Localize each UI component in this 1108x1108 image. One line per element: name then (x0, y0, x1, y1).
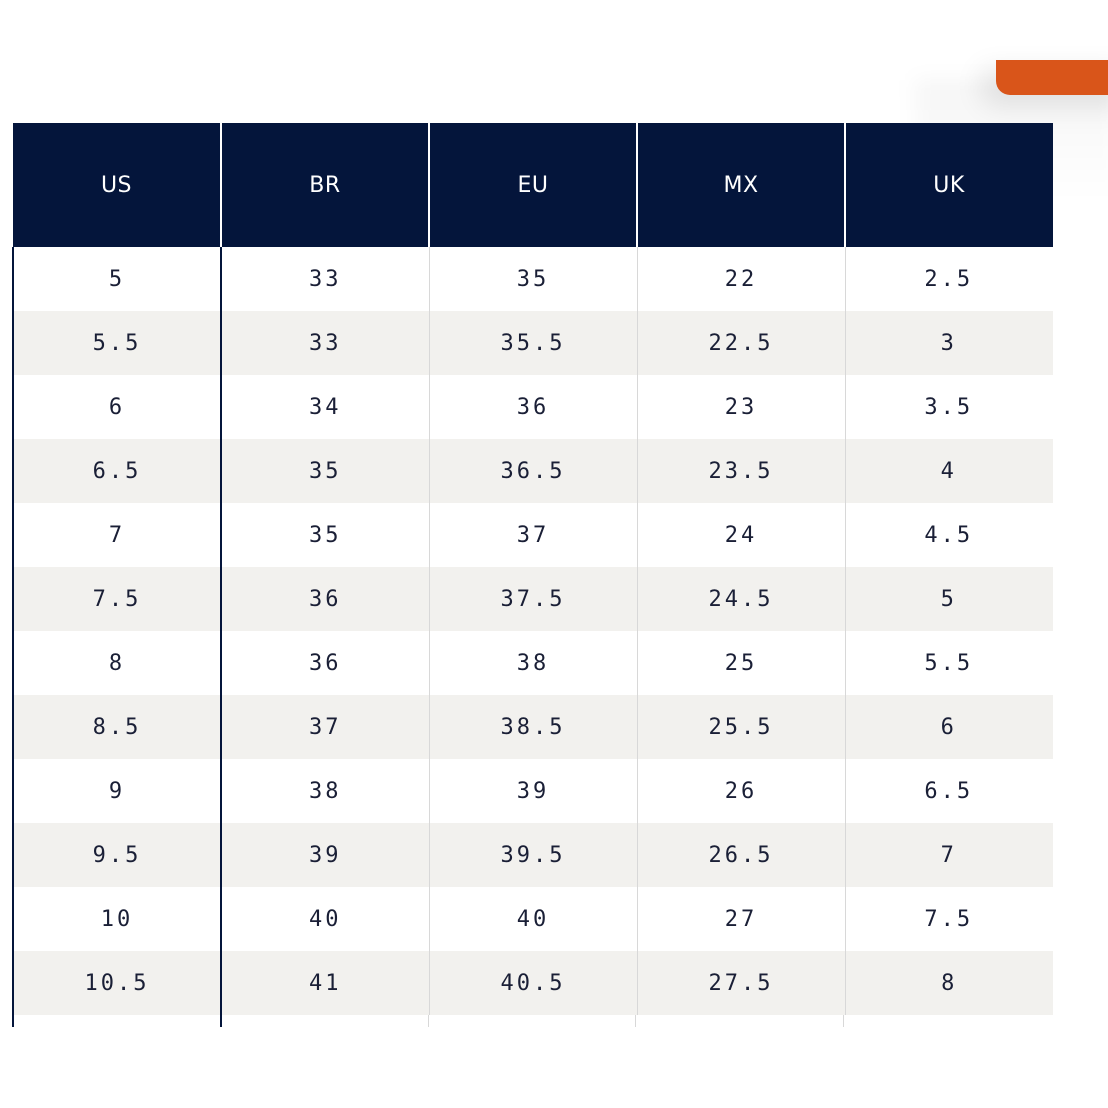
cell-eu: 36 (429, 375, 638, 439)
header-mx: MX (637, 123, 846, 247)
table-row: 7.5 36 37.5 24.5 5 (12, 567, 1053, 631)
table-body: 5 33 35 22 2.5 5.5 33 35.5 22.5 3 6 34 36 23 3.5 6.5 35 3… (12, 247, 1053, 1015)
header-uk: UK (845, 123, 1053, 247)
table-row: 6.5 35 36.5 23.5 4 (12, 439, 1053, 503)
cell-br: 40 (221, 887, 430, 951)
table-row: 6 34 36 23 3.5 (12, 375, 1053, 439)
cell-uk: 6 (845, 695, 1053, 759)
cell-br: 36 (221, 631, 430, 695)
cell-mx: 23.5 (637, 439, 846, 503)
table-header: US BR EU MX UK (13, 123, 1053, 247)
header-row: US BR EU MX UK (13, 123, 1053, 247)
column-line (428, 1015, 429, 1027)
cell-us: 8.5 (12, 695, 222, 759)
cell-eu: 40 (429, 887, 638, 951)
cell-uk: 4 (845, 439, 1053, 503)
cell-br: 41 (221, 951, 430, 1015)
cell-br: 34 (221, 375, 430, 439)
cell-uk: 3 (845, 311, 1053, 375)
table-row: 7 35 37 24 4.5 (12, 503, 1053, 567)
cell-uk: 6.5 (845, 759, 1053, 823)
cell-eu: 38.5 (429, 695, 638, 759)
cell-eu: 35.5 (429, 311, 638, 375)
cell-uk: 7.5 (845, 887, 1053, 951)
cell-us: 5.5 (12, 311, 222, 375)
cell-mx: 27 (637, 887, 846, 951)
cell-br: 38 (221, 759, 430, 823)
cell-mx: 25.5 (637, 695, 846, 759)
cell-mx: 26 (637, 759, 846, 823)
column-line (220, 1015, 222, 1027)
cell-us: 7 (12, 503, 222, 567)
cell-br: 35 (221, 439, 430, 503)
cell-uk: 2.5 (845, 247, 1053, 311)
table-row: 9 38 39 26 6.5 (12, 759, 1053, 823)
cell-br: 39 (221, 823, 430, 887)
cell-br: 37 (221, 695, 430, 759)
cell-us: 9 (12, 759, 222, 823)
cell-br: 33 (221, 311, 430, 375)
cell-mx: 25 (637, 631, 846, 695)
table-row: 10 40 40 27 7.5 (12, 887, 1053, 951)
header-us: US (13, 123, 222, 247)
cell-uk: 5 (845, 567, 1053, 631)
column-line (12, 1015, 14, 1027)
cell-us: 8 (12, 631, 222, 695)
cell-mx: 27.5 (637, 951, 846, 1015)
cell-uk: 5.5 (845, 631, 1053, 695)
table-row: 5 33 35 22 2.5 (12, 247, 1053, 311)
cell-us: 6 (12, 375, 222, 439)
cell-mx: 22 (637, 247, 846, 311)
size-conversion-table: US BR EU MX UK 5 33 35 22 2.5 5.5 33 35.5 22.5 3 6… (12, 123, 1054, 1015)
cell-eu: 35 (429, 247, 638, 311)
cell-br: 35 (221, 503, 430, 567)
cell-eu: 37.5 (429, 567, 638, 631)
cell-eu: 39.5 (429, 823, 638, 887)
cell-eu: 39 (429, 759, 638, 823)
cell-eu: 37 (429, 503, 638, 567)
table-row: 8.5 37 38.5 25.5 6 (12, 695, 1053, 759)
cell-br: 36 (221, 567, 430, 631)
cell-uk: 4.5 (845, 503, 1053, 567)
cell-us: 6.5 (12, 439, 222, 503)
cell-uk: 8 (845, 951, 1053, 1015)
table-row: 8 36 38 25 5.5 (12, 631, 1053, 695)
cell-us: 7.5 (12, 567, 222, 631)
cell-eu: 38 (429, 631, 638, 695)
cell-us: 9.5 (12, 823, 222, 887)
column-line (635, 1015, 636, 1027)
table-row: 9.5 39 39.5 26.5 7 (12, 823, 1053, 887)
cell-us: 10.5 (12, 951, 222, 1015)
column-line (843, 1015, 844, 1027)
cell-us: 10 (12, 887, 222, 951)
cell-mx: 22.5 (637, 311, 846, 375)
cell-us: 5 (12, 247, 222, 311)
cell-eu: 40.5 (429, 951, 638, 1015)
cell-br: 33 (221, 247, 430, 311)
header-br: BR (221, 123, 430, 247)
cell-uk: 3.5 (845, 375, 1053, 439)
table-row: 5.5 33 35.5 22.5 3 (12, 311, 1053, 375)
cell-mx: 24 (637, 503, 846, 567)
cell-eu: 36.5 (429, 439, 638, 503)
header-eu: EU (429, 123, 638, 247)
orange-accent-tab[interactable] (996, 60, 1108, 95)
cell-mx: 24.5 (637, 567, 846, 631)
table-row: 10.5 41 40.5 27.5 8 (12, 951, 1053, 1015)
cell-mx: 23 (637, 375, 846, 439)
cell-uk: 7 (845, 823, 1053, 887)
cell-mx: 26.5 (637, 823, 846, 887)
